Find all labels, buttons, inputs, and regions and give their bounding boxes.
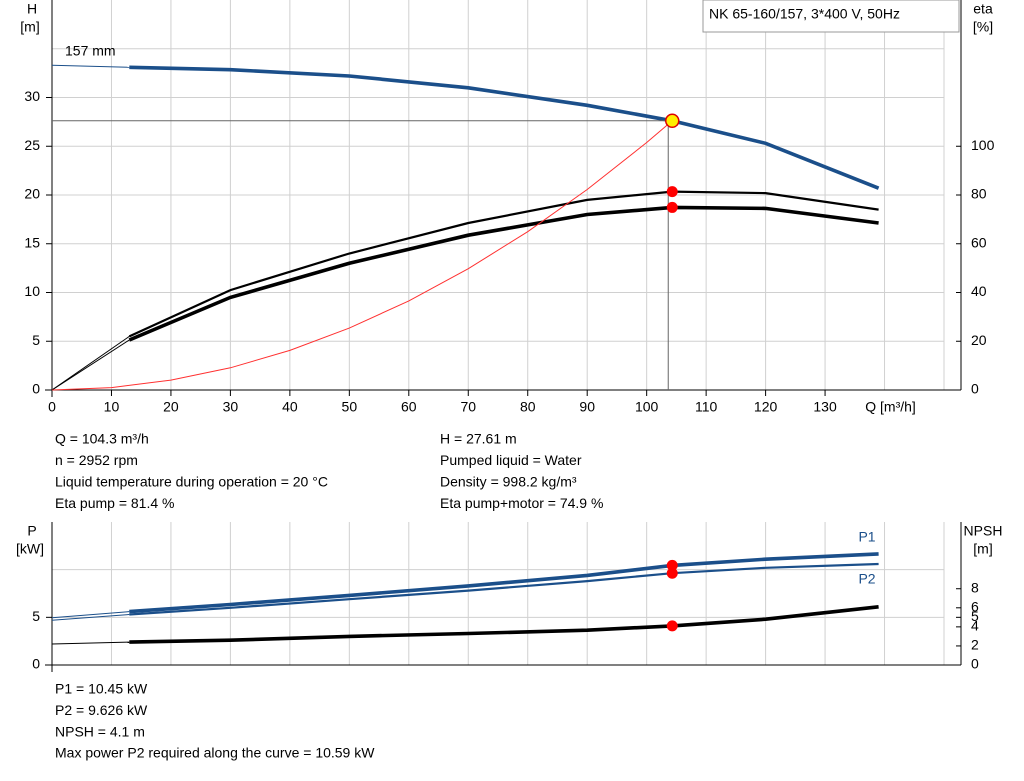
x-tick-label: 90 [579, 399, 595, 415]
y2-tick-label: 5 [971, 608, 979, 624]
x-axis-label: Q [m³/h] [865, 399, 916, 415]
y2-axis-unit: [m] [973, 541, 992, 557]
curve [129, 65, 880, 190]
x-tick-label: 110 [695, 399, 718, 415]
x-tick-label: 10 [104, 399, 120, 415]
y-axis-label: H [27, 1, 37, 17]
operating-point [666, 186, 678, 198]
info-text: Liquid temperature during operation = 20… [55, 474, 328, 490]
x-tick-label: 30 [223, 399, 239, 415]
info-text: Max power P2 required along the curve = … [55, 745, 375, 761]
y2-tick-label: 2 [971, 637, 979, 653]
curve-label: P2 [858, 571, 875, 587]
title-box [702, 0, 960, 33]
y2-axis-label: NPSH [964, 523, 1003, 539]
info-text: Q = 104.3 m³/h [55, 431, 149, 447]
curve [129, 605, 879, 644]
y-tick-label: 0 [32, 656, 40, 672]
y2-tick-label: 100 [971, 137, 995, 153]
y2-tick-label: 8 [971, 579, 979, 595]
y-axis-unit: [m] [20, 19, 39, 35]
x-tick-label: 0 [48, 399, 56, 415]
y2-tick-label: 60 [971, 234, 987, 250]
curve [51, 120, 673, 391]
info-text: Eta pump+motor = 74.9 % [440, 495, 603, 511]
y2-tick-label: 80 [971, 186, 987, 202]
operating-point [664, 113, 680, 129]
y-tick-label: 15 [24, 234, 40, 250]
x-tick-label: 40 [282, 399, 298, 415]
y2-tick-label: 20 [971, 332, 987, 348]
y2-tick-label: 4 [971, 618, 979, 634]
y-tick-label: 5 [32, 608, 40, 624]
curve [51, 611, 130, 619]
operating-point [666, 620, 678, 632]
y2-tick-label: 0 [971, 656, 979, 672]
info-text: Eta pump = 81.4 % [55, 495, 174, 511]
info-text: P1 = 10.45 kW [55, 681, 148, 697]
operating-point [666, 567, 678, 579]
operating-point [666, 201, 678, 213]
curve [51, 335, 130, 391]
x-tick-label: 120 [754, 399, 778, 415]
curve [129, 552, 879, 614]
curve [51, 614, 130, 621]
curve [129, 562, 879, 616]
operating-point [666, 559, 678, 571]
y-axis-unit: [kW] [16, 541, 44, 557]
curve [51, 64, 130, 68]
info-text: H = 27.61 m [440, 431, 517, 447]
curve [128, 190, 879, 338]
y2-tick-label: 6 [971, 599, 979, 615]
curve [51, 339, 130, 391]
x-tick-label: 60 [401, 399, 417, 415]
curve-label: P1 [858, 529, 875, 545]
x-tick-label: 130 [813, 399, 837, 415]
annotation: 157 mm [65, 43, 116, 59]
y-tick-label: 0 [32, 381, 40, 397]
info-text: n = 2952 rpm [55, 452, 138, 468]
y-tick-label: 25 [24, 137, 40, 153]
chart-title: NK 65-160/157, 3*400 V, 50Hz [709, 6, 900, 22]
x-tick-label: 70 [460, 399, 476, 415]
y2-axis-label: eta [973, 1, 993, 17]
y-tick-label: 30 [24, 88, 40, 104]
y-tick-label: 10 [24, 283, 40, 299]
curve [128, 205, 879, 342]
x-tick-label: 100 [635, 399, 659, 415]
curve [51, 641, 130, 645]
y-axis-label: P [27, 523, 36, 539]
info-text: Pumped liquid = Water [440, 452, 582, 468]
y-tick-label: 20 [24, 186, 40, 202]
y2-tick-label: 40 [971, 283, 987, 299]
info-text: Density = 998.2 kg/m³ [440, 474, 577, 490]
info-text: P2 = 9.626 kW [55, 702, 148, 718]
x-tick-label: 50 [342, 399, 358, 415]
x-tick-label: 80 [520, 399, 536, 415]
x-tick-label: 20 [163, 399, 179, 415]
y2-axis-unit: [%] [973, 19, 993, 35]
y-tick-label: 5 [32, 332, 40, 348]
y2-tick-label: 0 [971, 381, 979, 397]
info-text: NPSH = 4.1 m [55, 723, 145, 739]
